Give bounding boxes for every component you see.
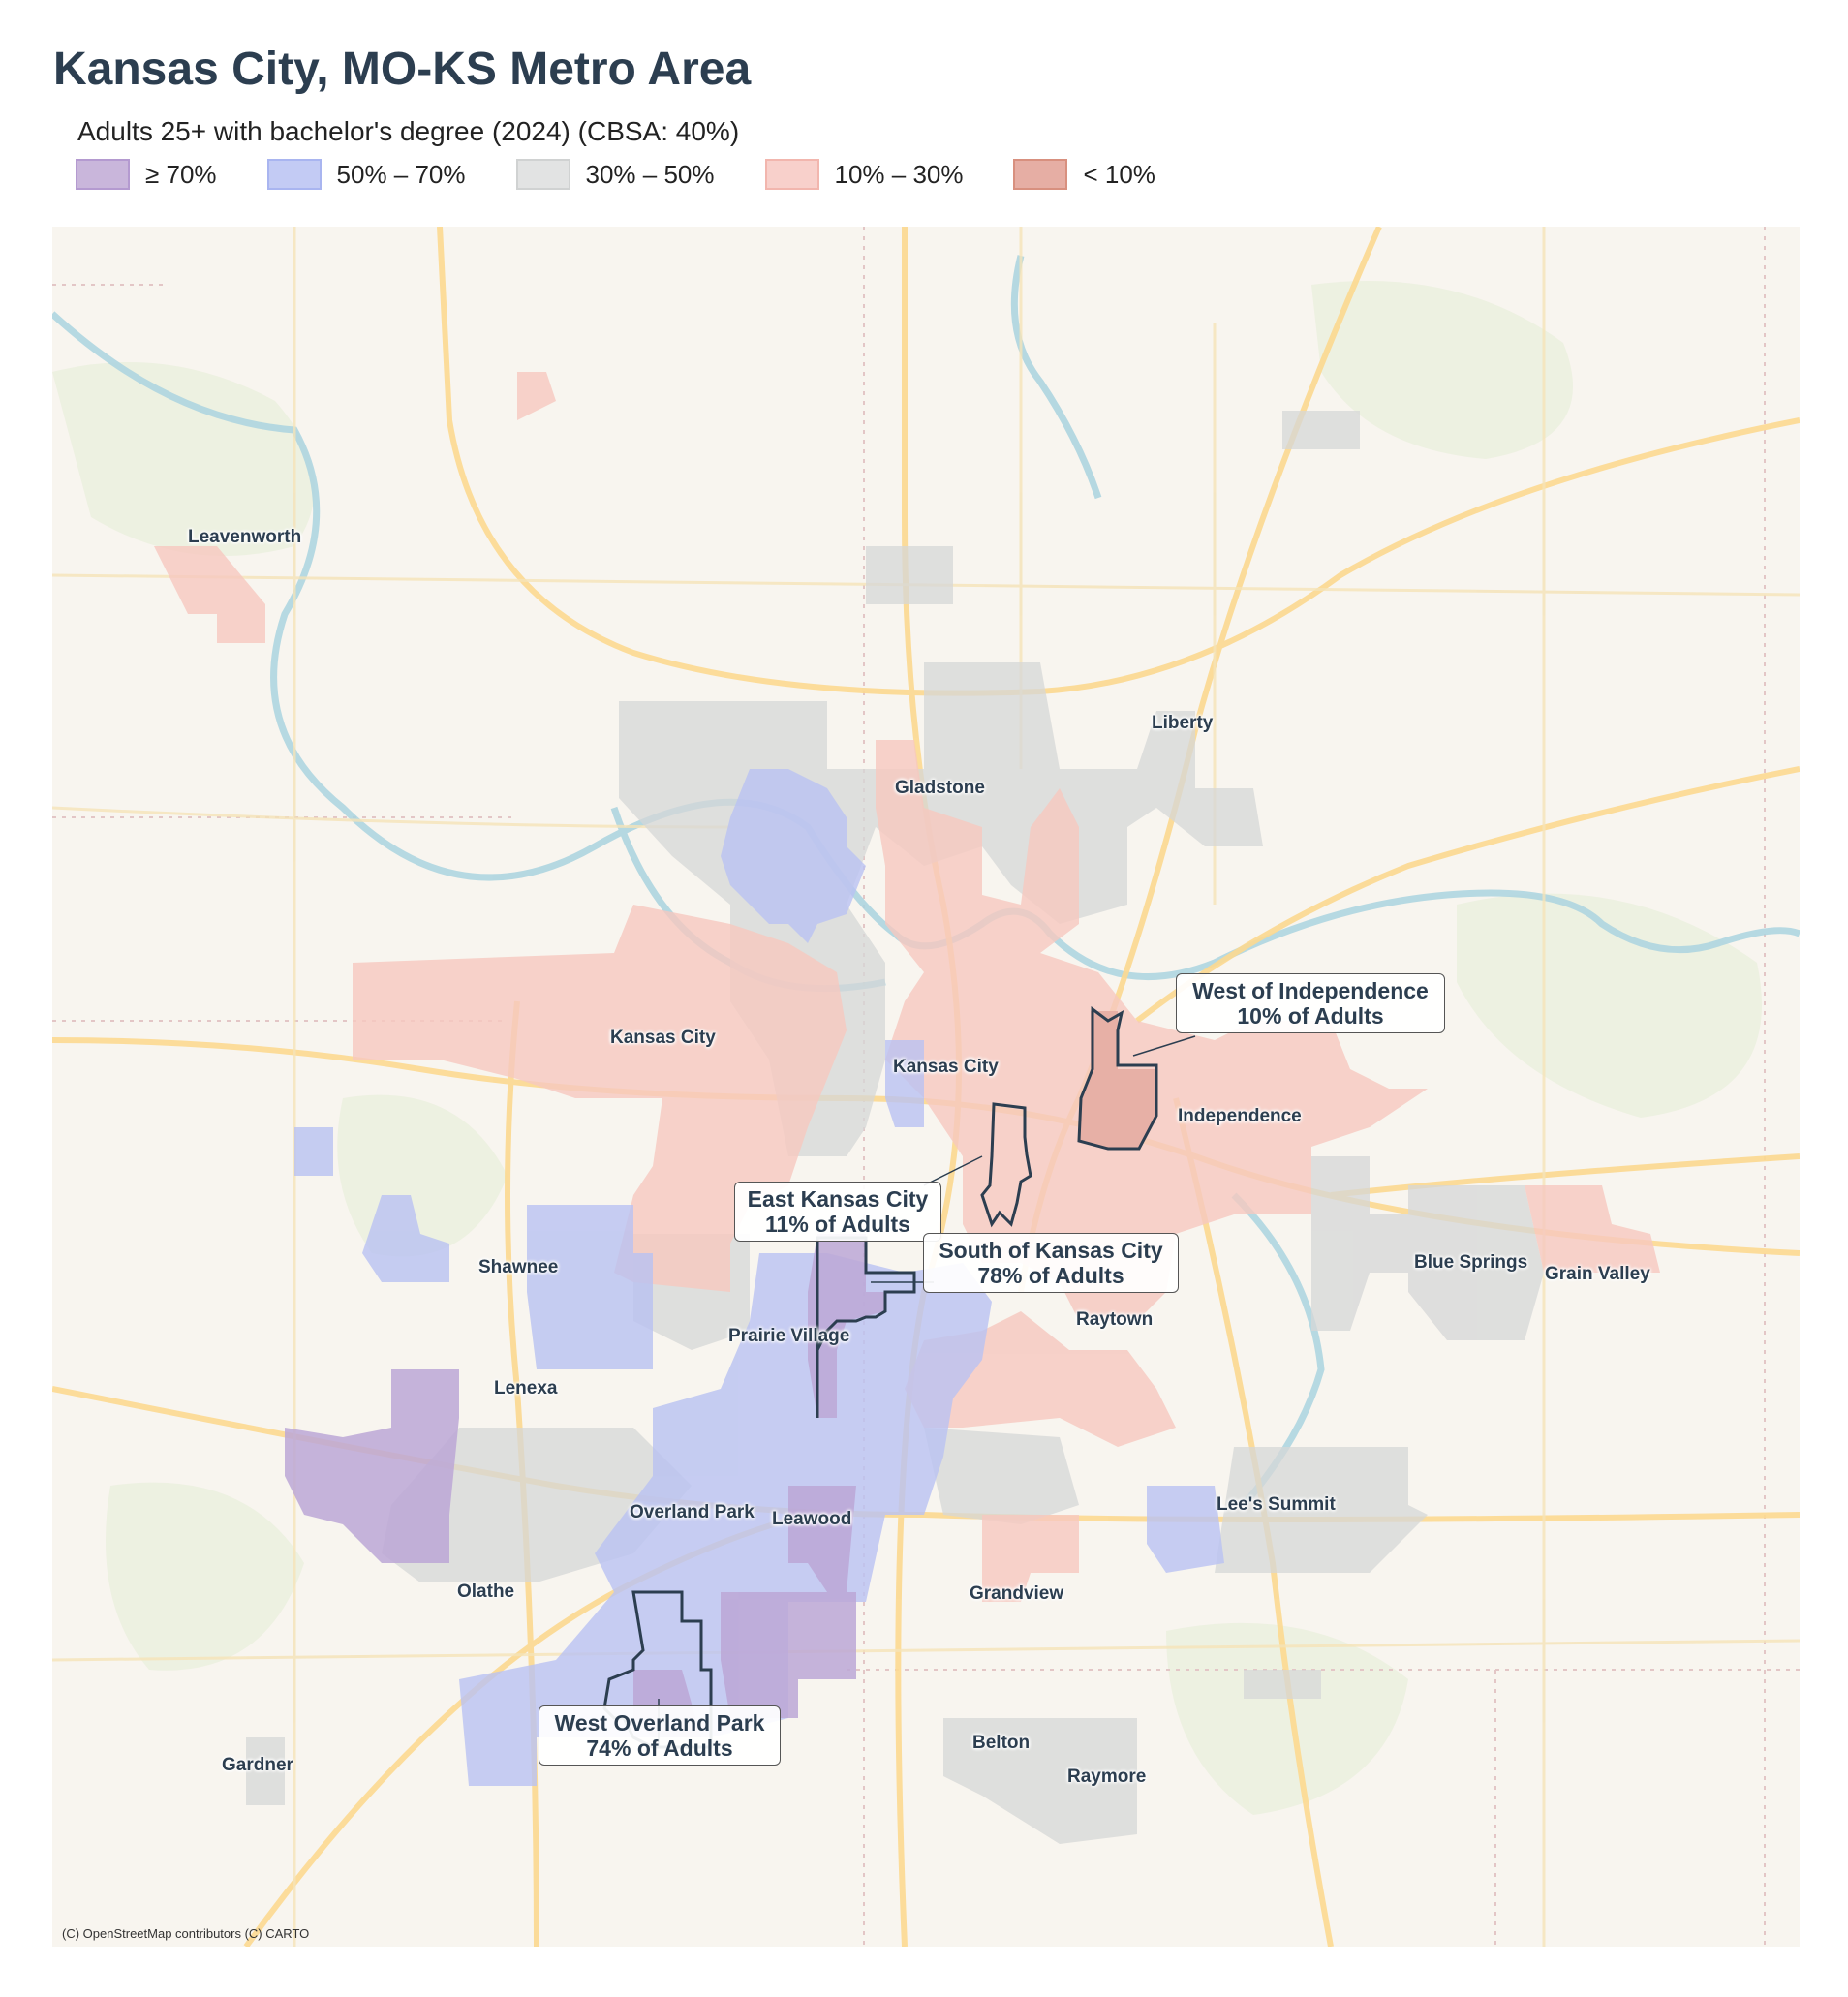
- legend-label: 30% – 50%: [585, 159, 715, 189]
- legend-label: 10% – 30%: [834, 159, 964, 189]
- place-label-raymore: Raymore: [1067, 1767, 1147, 1787]
- legend-swatch: [515, 159, 570, 190]
- legend-item-lt10: < 10%: [1013, 159, 1155, 190]
- map-attribution: (C) OpenStreetMap contributors (C) CARTO: [62, 1926, 310, 1941]
- legend-swatch: [76, 159, 130, 190]
- place-label-gladstone: Gladstone: [895, 778, 985, 798]
- place-label-independence: Independence: [1178, 1106, 1302, 1126]
- legend-item-ge70: ≥ 70%: [76, 159, 217, 190]
- callout-value: 74% of Adults: [586, 1736, 733, 1761]
- place-label-lees-summit: Lee's Summit: [1217, 1494, 1336, 1515]
- legend-item-50-70: 50% – 70%: [266, 159, 466, 190]
- basemap-svg: [52, 227, 1800, 1947]
- callout-value: 10% of Adults: [1237, 1003, 1384, 1029]
- callout-value: 78% of Adults: [977, 1263, 1124, 1288]
- place-label-belton: Belton: [972, 1733, 1031, 1753]
- outline-west-of-independence: [1077, 1006, 1158, 1151]
- highlight-outlines: [602, 1006, 1158, 1749]
- place-label-olathe: Olathe: [457, 1582, 515, 1602]
- callout-west-of-independence: West of Independence 10% of Adults: [1176, 973, 1445, 1033]
- place-label-gardner: Gardner: [222, 1755, 293, 1775]
- legend-label: 50% – 70%: [336, 159, 466, 189]
- place-label-shawnee: Shawnee: [478, 1257, 559, 1277]
- legend-label: ≥ 70%: [145, 159, 217, 189]
- outline-east-kansas-city: [980, 1102, 1032, 1228]
- place-label-prairie-village: Prairie Village: [728, 1326, 850, 1346]
- callout-name: East Kansas City: [747, 1186, 929, 1212]
- legend-item-10-30: 10% – 30%: [764, 159, 964, 190]
- tract-layer-lt10: [1079, 1011, 1156, 1149]
- place-label-overland-park: Overland Park: [630, 1502, 755, 1522]
- callout-value: 11% of Adults: [765, 1212, 910, 1237]
- place-label-kansas-city-ks: Kansas City: [610, 1028, 716, 1048]
- place-label-kansas-city-mo: Kansas City: [893, 1057, 999, 1077]
- callout-name: South of Kansas City: [939, 1238, 1163, 1263]
- callout-west-overland-park: West Overland Park 74% of Adults: [539, 1705, 781, 1766]
- callout-south-of-kansas-city: South of Kansas City 78% of Adults: [923, 1233, 1179, 1293]
- place-label-leawood: Leawood: [772, 1509, 852, 1529]
- legend: ≥ 70% 50% – 70% 30% – 50% 10% – 30% < 10…: [76, 159, 1206, 190]
- outline-south-of-kansas-city: [816, 1236, 916, 1418]
- legend-swatch: [764, 159, 819, 190]
- legend-swatch: [266, 159, 322, 190]
- map-subtitle: Adults 25+ with bachelor's degree (2024)…: [77, 116, 740, 146]
- map-title: Kansas City, MO-KS Metro Area: [53, 44, 752, 95]
- place-label-grain-valley: Grain Valley: [1545, 1264, 1650, 1284]
- place-label-lenexa: Lenexa: [494, 1378, 558, 1398]
- callout-east-kansas-city: East Kansas City 11% of Adults: [734, 1182, 941, 1242]
- place-label-grandview: Grandview: [970, 1583, 1064, 1604]
- legend-item-30-50: 30% – 50%: [515, 159, 715, 190]
- place-label-liberty: Liberty: [1152, 713, 1214, 733]
- place-label-blue-springs: Blue Springs: [1414, 1252, 1528, 1273]
- legend-swatch: [1013, 159, 1068, 190]
- place-label-raytown: Raytown: [1076, 1309, 1154, 1330]
- place-label-leavenworth: Leavenworth: [188, 527, 302, 547]
- callout-name: West Overland Park: [554, 1710, 765, 1736]
- tract-layer-50-70: [294, 769, 1224, 1786]
- callout-name: West of Independence: [1192, 978, 1429, 1003]
- legend-label: < 10%: [1083, 159, 1155, 189]
- map-panel[interactable]: Leavenworth Liberty Gladstone Kansas Cit…: [52, 227, 1800, 1947]
